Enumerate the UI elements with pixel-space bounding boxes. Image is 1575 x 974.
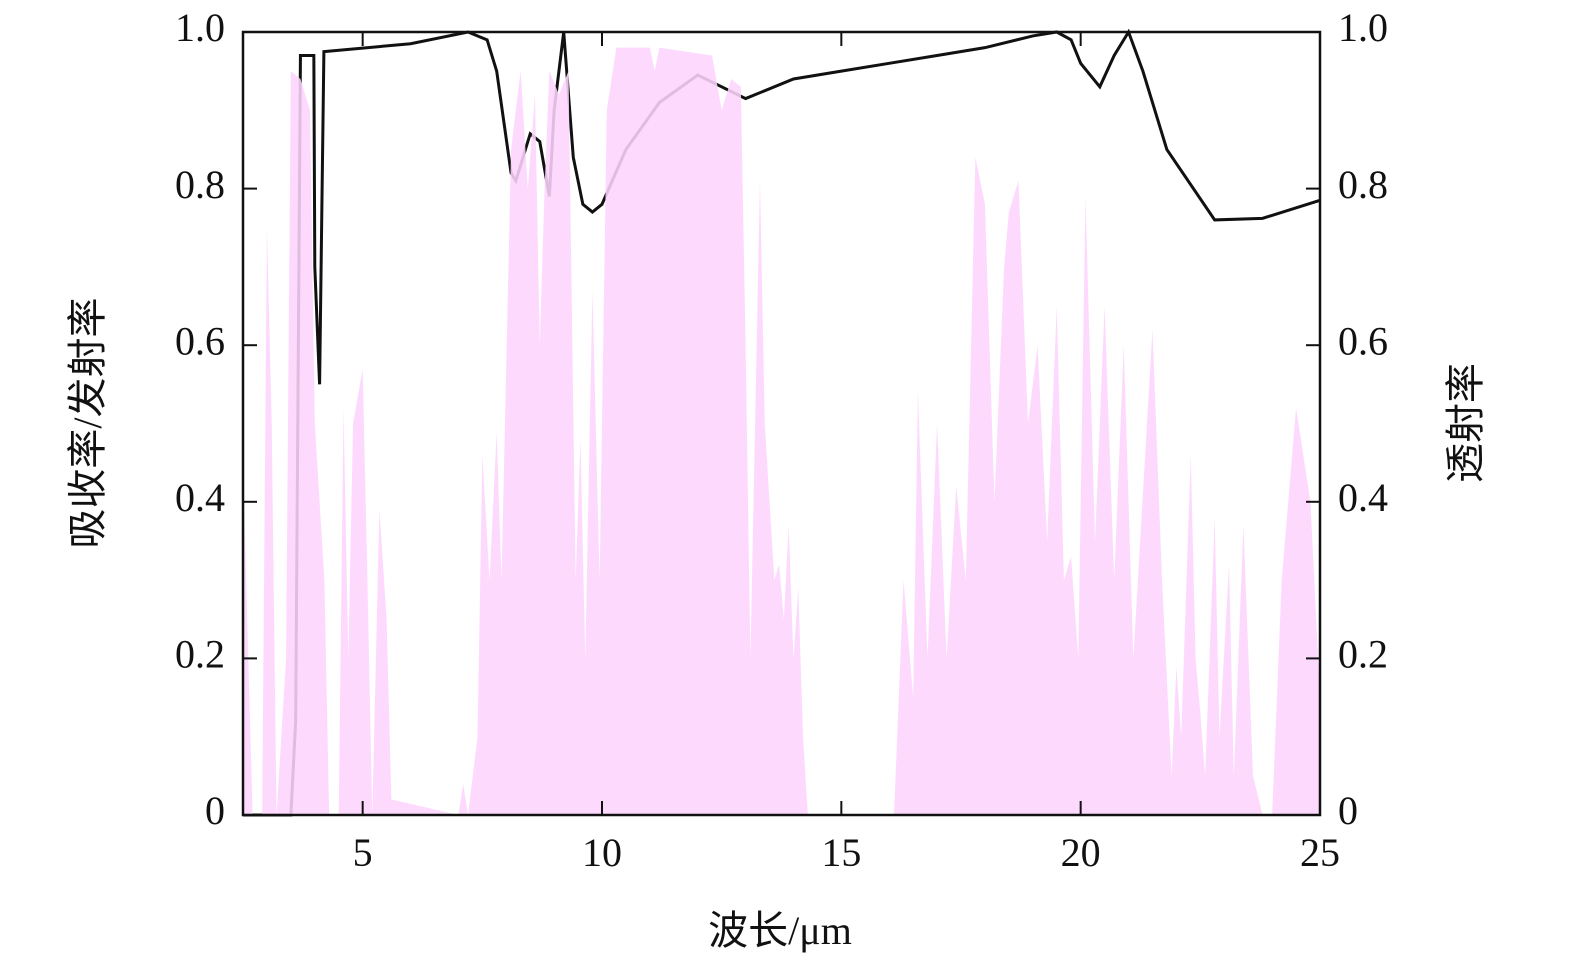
- y2-tick-label: 0.4: [1338, 475, 1388, 520]
- x-tick-label: 10: [582, 830, 622, 875]
- plot-frame: [241, 30, 1322, 817]
- x-tick-label: 25: [1300, 830, 1340, 875]
- y2-axis-label: 透射率: [1443, 363, 1488, 483]
- y2-tick-label: 1.0: [1338, 5, 1388, 50]
- y2-tick-label: 0.2: [1338, 632, 1388, 677]
- x-tick-label: 5: [353, 830, 373, 875]
- y-tick-label: 0.2: [175, 632, 225, 677]
- y-tick-label: 0.4: [175, 475, 225, 520]
- transmittance-area: [243, 47, 1320, 816]
- y2-tick-label: 0.8: [1338, 162, 1388, 207]
- y2-tick-label: 0: [1338, 788, 1358, 833]
- y-tick-label: 1.0: [175, 5, 225, 50]
- absorptance-line: [243, 28, 1321, 817]
- y-tick-label: 0.6: [175, 318, 225, 363]
- y-tick-label: 0.8: [175, 162, 225, 207]
- x-axis-label: 波长/μm: [708, 908, 852, 953]
- y2-tick-label: 0.6: [1338, 318, 1388, 363]
- x-tick-label: 20: [1061, 830, 1101, 875]
- x-tick-label: 15: [821, 830, 861, 875]
- y-tick-label: 0: [205, 788, 225, 833]
- y-axis-label: 吸收率/发射率: [65, 297, 110, 548]
